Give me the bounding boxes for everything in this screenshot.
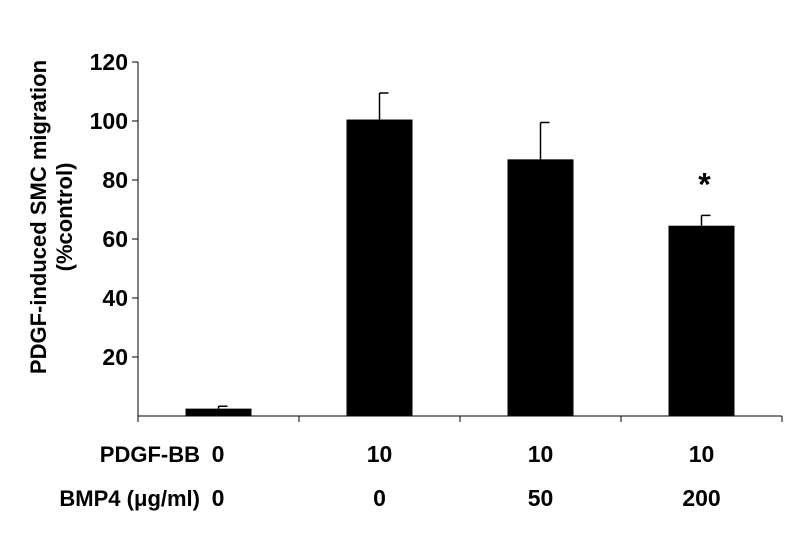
bar-1 [346, 119, 413, 417]
error-bar-3 [700, 214, 711, 226]
table-cell: 0 [212, 441, 225, 467]
y-tick-label: 100 [90, 108, 128, 134]
error-bars [217, 92, 711, 409]
y-tick-label: 60 [102, 226, 128, 252]
table-cell: 10 [367, 441, 393, 467]
table-cell: 200 [682, 485, 720, 511]
error-bar-2 [539, 121, 550, 160]
y-tick-labels: 20 40 60 80 100 120 [90, 49, 138, 370]
y-axis-label-line1: PDGF-induced SMC migration [26, 60, 51, 374]
y-axis-label: PDGF-induced SMC migration (%control) [26, 60, 77, 374]
bars [185, 119, 735, 417]
bar-3 [668, 225, 735, 416]
y-tick-label: 40 [102, 285, 128, 311]
x-ticks [137, 416, 783, 422]
y-tick-label: 20 [102, 344, 128, 370]
significance-marker: * [698, 166, 711, 202]
table-cell: 0 [212, 485, 225, 511]
table-cell: 0 [373, 485, 386, 511]
error-bar-0 [217, 405, 228, 409]
table-cell: 10 [528, 441, 554, 467]
table-cell: 10 [689, 441, 715, 467]
y-tick-label: 120 [90, 49, 128, 75]
table-row-label: BMP4 (μg/ml) [59, 486, 200, 511]
y-tick-label: 80 [102, 167, 128, 193]
table-row-label: PDGF-BB [100, 442, 200, 467]
condition-table: PDGF-BB 0 10 10 10 BMP4 (μg/ml) 0 0 50 200 [59, 441, 720, 511]
bar-2 [507, 159, 574, 416]
bar-0 [185, 408, 252, 416]
table-cell: 50 [528, 485, 554, 511]
annotations: * [698, 166, 711, 202]
y-axis-label-line2: (%control) [52, 163, 77, 272]
error-bar-1 [378, 92, 389, 120]
